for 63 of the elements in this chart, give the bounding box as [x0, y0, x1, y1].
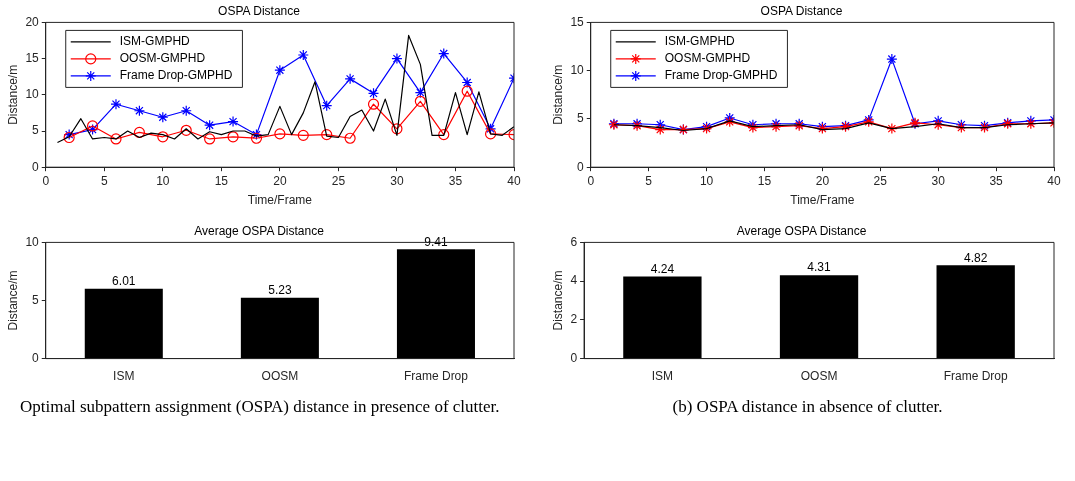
y-tick-label: 0 [577, 159, 585, 174]
y-tick-label: 5 [32, 123, 40, 138]
y-tick-label: 15 [25, 50, 40, 65]
y-tick-label: 5 [577, 111, 585, 126]
chart-title: OSPA Distance [760, 3, 843, 18]
x-tick-label: 40 [507, 173, 521, 188]
x-tick-label: 15 [214, 173, 229, 188]
legend-label: Frame Drop-GMPHD [664, 68, 778, 83]
y-tick-label: 10 [25, 87, 40, 102]
x-tick-label: 5 [645, 173, 653, 188]
x-tick-label: 10 [699, 173, 714, 188]
y-tick-label: 0 [32, 159, 40, 174]
chart-title: Average OSPA Distance [194, 223, 325, 238]
x-tick-label: 30 [390, 173, 404, 188]
x-axis-title: Time/Frame [790, 193, 855, 208]
y-tick-label: 2 [570, 312, 578, 327]
chart-title: OSPA Distance [218, 3, 301, 18]
x-tick-label: ISM [113, 369, 135, 384]
y-tick-label: 6 [570, 234, 578, 249]
data-label: 4.24 [650, 261, 675, 276]
x-tick-label: 0 [587, 173, 595, 188]
x-tick-label: OOSM [261, 369, 299, 384]
text: Optimal subpattern assignment (OSPA) distance in presence of clutter. [19, 397, 501, 417]
x-tick-label: 35 [989, 173, 1004, 188]
legend-label: ISM-GMPHD [664, 34, 736, 49]
y-tick-label: 5 [32, 292, 40, 307]
x-tick-label: 20 [815, 173, 830, 188]
data-label: 6.01 [112, 274, 136, 289]
legend-label: ISM-GMPHD [119, 34, 191, 49]
x-tick-label: OOSM [800, 369, 838, 384]
legend-label: Frame Drop-GMPHD [119, 68, 233, 83]
legend-label: OOSM-GMPHD [119, 51, 206, 66]
x-tick-label: 35 [448, 173, 463, 188]
y-tick-label: 10 [570, 62, 585, 77]
data-label: 4.31 [807, 260, 832, 275]
y-tick-label: 15 [570, 14, 585, 29]
x-tick-label: 40 [1047, 173, 1061, 188]
y-axis-title: Distance/m [5, 64, 20, 125]
x-tick-label: 0 [42, 173, 50, 188]
legend-label: OOSM-GMPHD [664, 51, 751, 66]
y-axis-title: Distance/m [550, 270, 565, 331]
x-tick-label: 10 [156, 173, 170, 188]
x-tick-label: 30 [931, 173, 946, 188]
x-tick-label: ISM [651, 369, 674, 384]
y-tick-label: 4 [570, 273, 578, 288]
x-tick-label: 25 [873, 173, 888, 188]
y-tick-label: 10 [25, 234, 40, 249]
y-axis-title: Distance/m [5, 270, 20, 331]
x-tick-label: 5 [100, 173, 108, 188]
chart-title: Average OSPA Distance [736, 223, 867, 238]
x-tick-label: Frame Drop [403, 369, 469, 384]
text: (b) OSPA distance in absence of clutter. [671, 397, 944, 417]
y-axis-title: Distance/m [550, 64, 565, 125]
data-label: 4.82 [964, 250, 988, 265]
x-tick-label: 25 [331, 173, 346, 188]
x-tick-label: 15 [757, 173, 772, 188]
x-tick-label: Frame Drop [943, 369, 1009, 384]
y-tick-label: 0 [570, 350, 578, 365]
x-axis-title: Time/Frame [247, 193, 313, 208]
y-tick-label: 0 [32, 350, 40, 365]
y-tick-label: 20 [25, 14, 40, 29]
x-tick-label: 20 [273, 173, 287, 188]
data-label: 5.23 [268, 283, 292, 298]
